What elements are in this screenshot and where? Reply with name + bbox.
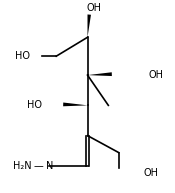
Text: HO: HO bbox=[27, 100, 42, 110]
Text: N: N bbox=[46, 161, 53, 171]
Text: —: — bbox=[34, 161, 44, 171]
Text: OH: OH bbox=[148, 70, 163, 80]
Polygon shape bbox=[63, 102, 88, 106]
Text: OH: OH bbox=[143, 168, 158, 178]
Polygon shape bbox=[88, 14, 91, 37]
Text: H₂N: H₂N bbox=[13, 161, 31, 171]
Polygon shape bbox=[88, 72, 112, 76]
Text: OH: OH bbox=[87, 3, 102, 13]
Text: HO: HO bbox=[15, 51, 30, 61]
